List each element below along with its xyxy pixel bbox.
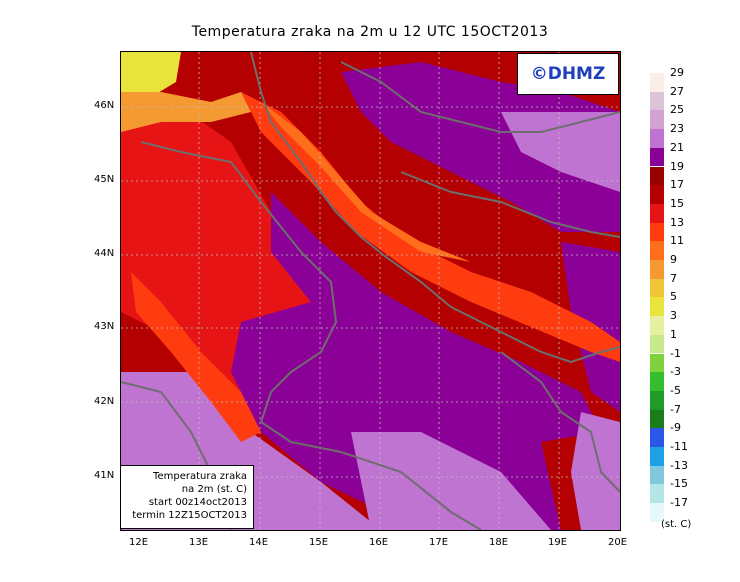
alps-orange-area xyxy=(121,92,251,132)
lon-label-15e: 15E xyxy=(309,537,329,548)
legend-label: -5 xyxy=(670,383,681,397)
legend-swatch xyxy=(650,372,664,391)
lat-label-45n: 45N xyxy=(94,174,115,185)
forecast-info-box: Temperatura zraka na 2m (st. C) start 00… xyxy=(120,465,254,529)
grid-lines xyxy=(121,52,620,530)
map-canvas xyxy=(121,52,620,530)
legend-swatch xyxy=(650,73,664,92)
legend-swatch xyxy=(650,166,664,186)
legend-label: -13 xyxy=(670,458,688,472)
legend-label: 11 xyxy=(670,234,684,248)
legend-label: 19 xyxy=(670,159,684,173)
legend-swatch xyxy=(650,353,664,373)
legend-label: -9 xyxy=(670,421,681,435)
dinaric-ridge xyxy=(241,92,620,362)
legend-swatch xyxy=(650,129,664,148)
lat-label-42n: 42N xyxy=(94,396,115,407)
legend-label: 7 xyxy=(670,271,677,285)
legend-label: 23 xyxy=(670,122,684,136)
legend-swatch xyxy=(650,222,664,242)
legend-label: 21 xyxy=(670,140,684,154)
legend-swatch xyxy=(650,241,664,260)
legend-swatch xyxy=(650,334,664,354)
dinaric-ridge-core xyxy=(261,102,471,262)
legend-swatch xyxy=(650,316,664,335)
legend-swatch xyxy=(650,297,664,317)
legend-label: 9 xyxy=(670,253,677,266)
legend-label: -11 xyxy=(670,440,688,453)
legend-label: 5 xyxy=(670,290,677,304)
lat-label-43n: 43N xyxy=(94,321,115,332)
legend-swatch xyxy=(650,278,664,298)
temperature-map: ©DHMZ xyxy=(120,51,621,531)
legend-label: 27 xyxy=(670,84,684,98)
info-units: na 2m (st. C) xyxy=(181,484,247,495)
legend-swatch xyxy=(650,409,664,429)
legend-label: 1 xyxy=(670,327,677,341)
legend-swatch xyxy=(650,390,664,410)
legend-label: 17 xyxy=(670,178,684,192)
apennine-ridge xyxy=(131,272,261,442)
lat-label-46n: 46N xyxy=(94,100,115,111)
legend-swatch xyxy=(650,428,664,447)
lat-label-44n: 44N xyxy=(94,248,115,259)
legend-swatch xyxy=(650,484,664,504)
info-valid-time: termin 12Z15OCT2013 xyxy=(132,510,247,521)
legend-label: -15 xyxy=(670,477,688,491)
legend-label: -3 xyxy=(670,365,681,379)
legend-swatch xyxy=(650,503,664,522)
legend-swatch xyxy=(650,447,664,466)
legend-label: 29 xyxy=(670,66,684,79)
legend-label: 13 xyxy=(670,215,684,229)
lon-label-13e: 13E xyxy=(189,537,209,548)
lon-label-18e: 18E xyxy=(489,537,509,548)
adriatic-sea xyxy=(271,192,601,442)
legend-label: -17 xyxy=(670,496,688,510)
legend-swatch xyxy=(650,91,664,111)
legend-label: 3 xyxy=(670,309,677,323)
ionian-light-area xyxy=(351,432,551,530)
lon-label-19e: 19E xyxy=(548,537,568,548)
lon-label-16e: 16E xyxy=(369,537,389,548)
legend-label: -1 xyxy=(670,346,681,360)
info-start: start 00z14oct2013 xyxy=(148,497,247,508)
lat-label-41n: 41N xyxy=(94,470,115,481)
legend-label: 15 xyxy=(670,196,684,210)
legend-swatch xyxy=(650,110,664,130)
legend-label: 25 xyxy=(670,103,684,117)
greece-north-area xyxy=(571,412,620,530)
lon-label-17e: 17E xyxy=(429,537,449,548)
legend-swatch xyxy=(650,465,664,485)
legend-swatch xyxy=(650,147,664,167)
legend-swatch xyxy=(650,185,664,204)
info-parameter: Temperatura zraka xyxy=(153,471,247,482)
legend-label: -7 xyxy=(670,402,681,416)
dhmz-logo: ©DHMZ xyxy=(517,53,619,95)
legend-swatch xyxy=(650,260,664,279)
map-title: Temperatura zraka na 2m u 12 UTC 15OCT20… xyxy=(191,24,549,40)
lon-label-20e: 20E xyxy=(608,537,628,548)
lon-label-14e: 14E xyxy=(249,537,269,548)
lon-label-12e: 12E xyxy=(129,537,149,548)
legend-swatch xyxy=(650,203,664,223)
legend-unit: (st. C) xyxy=(661,519,692,530)
